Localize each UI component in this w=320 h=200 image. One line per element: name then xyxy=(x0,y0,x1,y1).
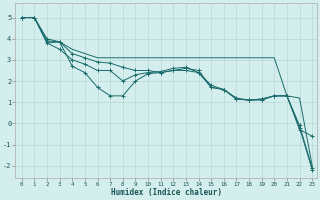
X-axis label: Humidex (Indice chaleur): Humidex (Indice chaleur) xyxy=(111,188,222,197)
